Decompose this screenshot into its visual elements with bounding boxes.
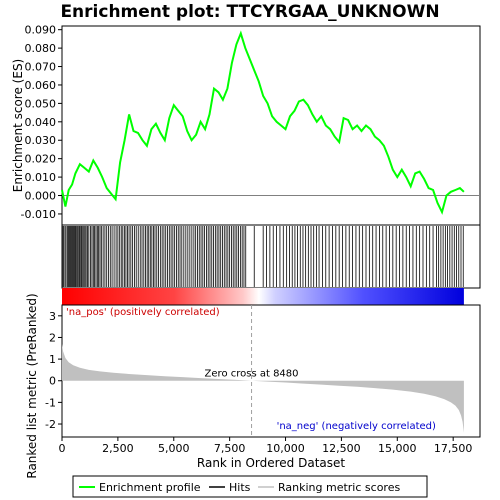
positive-correlation-label: 'na_pos' (positively correlated) xyxy=(66,307,220,318)
x-axis-ticks: 0 2,500 5,000 7,500 10,000 12,500 15,000 17,500 xyxy=(59,437,473,455)
ranking-metric-area xyxy=(62,344,464,433)
rank-color-gradient xyxy=(62,288,464,305)
legend-label-enrichment-profile: Enrichment profile xyxy=(99,481,201,494)
negative-correlation-label: 'na_neg' (negatively correlated) xyxy=(277,421,436,432)
x-tick-label: 12,500 xyxy=(322,442,361,455)
rank-y-tick-label: -1 xyxy=(45,396,56,409)
es-y-tick-label: 0.040 xyxy=(25,116,57,129)
es-y-tick-label: 0.030 xyxy=(25,134,57,147)
es-y-axis-label: Enrichment score (ES) xyxy=(11,59,25,192)
es-y-tick-label: 0.000 xyxy=(25,190,57,203)
legend-label-hits: Hits xyxy=(229,481,251,494)
es-y-tick-label: 0.060 xyxy=(25,79,57,92)
rank-y-axis-label: Ranked list metric (PreRanked) xyxy=(25,293,39,478)
zero-cross-label: Zero cross at 8480 xyxy=(205,369,299,380)
es-y-tick-label: 0.010 xyxy=(25,171,57,184)
legend-box xyxy=(72,475,428,498)
x-tick-label: 5,000 xyxy=(158,442,190,455)
rank-y-tick-label: 2 xyxy=(49,331,56,344)
es-y-tick-label: 0.020 xyxy=(25,153,57,166)
x-tick-label: 10,000 xyxy=(266,442,305,455)
es-panel: -0.010 0.000 0.010 0.020 0.030 0.040 0.050 0.06… xyxy=(11,24,481,226)
legend: Enrichment profile Hits Ranking metric s… xyxy=(72,475,428,498)
x-tick-label: 7,500 xyxy=(214,442,246,455)
x-tick-label: 2,500 xyxy=(102,442,134,455)
x-tick-label: 17,500 xyxy=(434,442,473,455)
rank-panel: -2 -1 0 1 2 3 Zero cross at 8480 'na_pos' (po… xyxy=(25,293,481,479)
es-y-tick-label: 0.070 xyxy=(25,61,57,74)
hits-panel xyxy=(61,224,481,289)
rank-y-tick-label: 3 xyxy=(49,310,56,323)
x-axis-label: Rank in Ordered Dataset xyxy=(197,456,345,470)
hit-markers xyxy=(62,226,464,287)
rank-color-bar xyxy=(62,288,464,305)
chart-title: Enrichment plot: TTCYRGAA_UNKNOWN xyxy=(60,2,439,22)
es-y-tick-label: 0.050 xyxy=(25,97,57,110)
rank-y-ticks: -2 -1 0 1 2 3 xyxy=(45,310,62,431)
x-tick-label: 15,000 xyxy=(378,442,417,455)
es-y-ticks: -0.010 0.000 0.010 0.020 0.030 0.040 0.050 0.06… xyxy=(21,24,62,221)
rank-y-tick-label: 0 xyxy=(49,375,56,388)
x-tick-label: 0 xyxy=(59,442,66,455)
es-y-tick-label: -0.010 xyxy=(21,208,56,221)
es-y-tick-label: 0.080 xyxy=(25,42,57,55)
legend-label-ranking-metric: Ranking metric scores xyxy=(278,481,400,494)
enrichment-profile-line xyxy=(61,30,465,215)
rank-y-tick-label: 1 xyxy=(49,353,56,366)
es-y-tick-label: 0.090 xyxy=(25,24,57,37)
rank-y-tick-label: -2 xyxy=(45,418,56,431)
